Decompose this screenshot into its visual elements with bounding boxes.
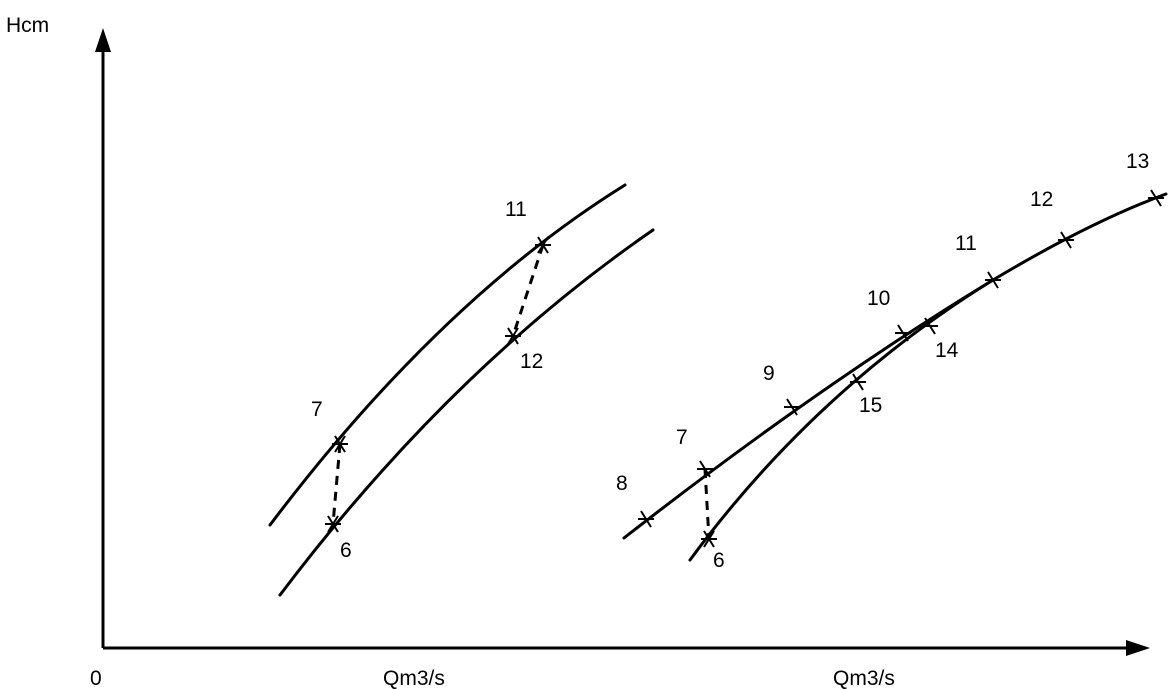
x-axis-arrow (1126, 640, 1150, 656)
right-label-8: 8 (616, 472, 628, 495)
right-lower-curve (688, 278, 995, 562)
right-label-7: 7 (676, 426, 688, 449)
right-label-15: 15 (859, 394, 882, 417)
right-point-marker-9 (784, 398, 800, 416)
left-point-marker-12 (505, 327, 521, 345)
left-point-marker-7 (332, 435, 348, 453)
right-point-marker-10 (895, 324, 911, 342)
right-point-marker-14 (922, 317, 938, 335)
right-label-13: 13 (1126, 150, 1149, 173)
origin-label: 0 (90, 667, 102, 689)
left-upper-curve (268, 183, 627, 527)
left-lower-curve (278, 228, 655, 597)
right-point-marker-6 (701, 530, 717, 548)
right-dashed-connector-7-6 (703, 468, 711, 540)
right-label-12: 12 (1030, 188, 1053, 211)
x-axis-label-left: Qm3/s (383, 667, 445, 689)
right-label-14: 14 (935, 339, 959, 362)
right-label-11: 11 (955, 232, 977, 255)
right-point-marker-7 (697, 460, 713, 478)
left-label-11: 11 (505, 198, 527, 221)
right-label-9: 9 (763, 362, 775, 385)
right-point-marker-15 (850, 373, 866, 391)
right-label-10: 10 (867, 287, 890, 310)
left-dashed-connector-11-12 (511, 244, 545, 337)
right-point-marker-12 (1058, 231, 1074, 249)
left-point-marker-6 (325, 515, 341, 533)
right-point-marker-13 (1148, 189, 1164, 207)
left-label-7: 7 (311, 398, 323, 421)
right-point-marker-11 (985, 271, 1001, 289)
right-label-6: 6 (713, 549, 725, 572)
left-point-marker-11 (535, 236, 551, 254)
y-axis-arrow (95, 28, 111, 52)
right-point-marker-8 (638, 510, 654, 528)
left-label-12: 12 (520, 350, 543, 373)
left-dashed-connector-7-6 (331, 443, 342, 525)
left-label-6: 6 (340, 539, 352, 562)
y-axis-label: Hcm (6, 14, 49, 37)
x-axis-label-right: Qm3/s (833, 667, 895, 689)
